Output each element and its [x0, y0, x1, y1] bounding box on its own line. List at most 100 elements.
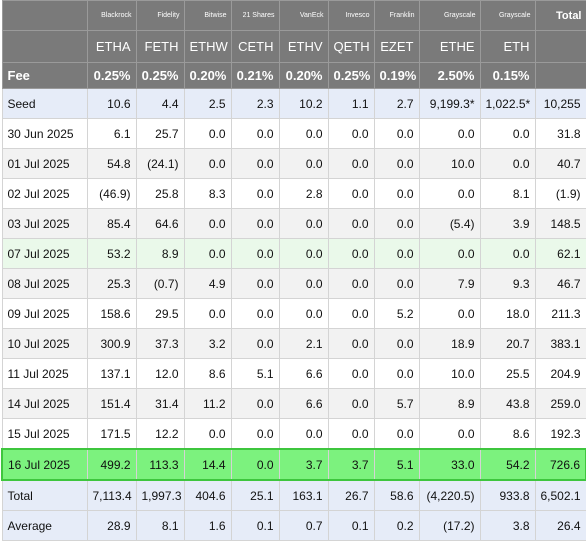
value-cell: 0.0	[373, 418, 420, 450]
value-cell: 0.0	[230, 328, 280, 359]
fee-cell: 0.25%	[86, 62, 137, 89]
value-cell: 18.9	[418, 328, 481, 359]
fee-cell: 0.20%	[278, 62, 329, 89]
value-cell: 148.5	[534, 208, 586, 239]
value-cell: 0.0	[479, 238, 536, 269]
row-label: 30 Jun 2025	[1, 118, 88, 149]
fee-cell: 0.15%	[479, 62, 536, 89]
row-label: 14 Jul 2025	[1, 388, 88, 419]
value-cell: 0.0	[327, 178, 375, 209]
value-cell: 4.9	[183, 268, 232, 299]
value-cell: 0.0	[278, 118, 329, 149]
value-cell: 12.2	[135, 418, 185, 450]
row-label: Total	[1, 479, 88, 511]
table-row: Average 28.9 8.1 1.6 0.1 0.7 0.1 0.2 (17.2) 3.8 26…	[1, 510, 586, 541]
value-cell: 0.0	[327, 388, 375, 419]
value-cell: 0.0	[230, 298, 280, 329]
value-cell: 31.4	[135, 388, 185, 419]
value-cell: 46.7	[534, 268, 586, 299]
fee-cell: 0.25%	[135, 62, 185, 89]
value-cell: 113.3	[135, 448, 185, 481]
value-cell: 0.0	[183, 298, 232, 329]
row-label: Seed	[1, 88, 88, 119]
fee-cell: 0.25%	[327, 62, 375, 89]
table-row: 30 Jun 2025 6.1 25.7 0.0 0.0 0.0 0.0 0.0 0.0 0.0 3…	[1, 118, 586, 149]
value-cell: (1.9)	[534, 178, 586, 209]
value-cell: 1.1	[327, 88, 375, 119]
value-cell: 8.9	[135, 238, 185, 269]
value-cell: 0.0	[327, 418, 375, 450]
value-cell: 54.8	[86, 148, 137, 179]
value-cell: 0.0	[230, 178, 280, 209]
issuer-cell: Franklin	[373, 0, 420, 31]
value-cell: 0.0	[373, 118, 420, 149]
value-cell: (4,220.5)	[418, 479, 481, 511]
fee-label: Fee	[1, 62, 88, 89]
table-row: 15 Jul 2025 171.5 12.2 0.0 0.0 0.0 0.0 0.0 0.0 8.…	[1, 418, 586, 450]
row-label: Average	[1, 510, 88, 541]
value-cell: 0.0	[230, 118, 280, 149]
value-cell: 8.1	[479, 178, 536, 209]
value-cell: 5.1	[230, 358, 280, 389]
value-cell: 933.8	[479, 479, 536, 511]
value-cell: 3.9	[479, 208, 536, 239]
ticker-cell: CETH	[230, 30, 280, 63]
value-cell: 0.0	[230, 448, 280, 481]
value-cell: 54.2	[479, 448, 536, 481]
issuer-cell: Grayscale	[479, 0, 536, 31]
table-row: 11 Jul 2025 137.1 12.0 8.6 5.1 6.6 0.0 0.0 10.0 2…	[1, 358, 586, 389]
ticker-cell: FETH	[135, 30, 185, 63]
row-label: 09 Jul 2025	[1, 298, 88, 329]
value-cell: 0.0	[230, 148, 280, 179]
value-cell: 43.8	[479, 388, 536, 419]
value-cell: 0.0	[373, 358, 420, 389]
value-cell: 2.7	[373, 88, 420, 119]
value-cell: 25.7	[135, 118, 185, 149]
value-cell: 8.3	[183, 178, 232, 209]
issuer-cell: VanEck	[278, 0, 329, 31]
value-cell: 0.0	[327, 238, 375, 269]
value-cell: 0.0	[327, 148, 375, 179]
ticker-cell	[1, 30, 88, 63]
value-cell: 0.0	[373, 148, 420, 179]
value-cell: 0.0	[327, 268, 375, 299]
value-cell: 28.9	[86, 510, 137, 541]
value-cell: 26.4	[534, 510, 586, 541]
table-row: 03 Jul 2025 85.4 64.6 0.0 0.0 0.0 0.0 0.0 (5.4) 3…	[1, 208, 586, 239]
value-cell: 0.0	[479, 148, 536, 179]
value-cell: 404.6	[183, 479, 232, 511]
value-cell: 0.0	[373, 238, 420, 269]
issuer-cell: Total	[534, 0, 586, 31]
value-cell: 0.0	[183, 208, 232, 239]
value-cell: 204.9	[534, 358, 586, 389]
value-cell: 9.3	[479, 268, 536, 299]
row-label: 15 Jul 2025	[1, 418, 88, 450]
value-cell: 259.0	[534, 388, 586, 419]
row-label: 02 Jul 2025	[1, 178, 88, 209]
value-cell: 11.2	[183, 388, 232, 419]
value-cell: 8.1	[135, 510, 185, 541]
table-row: 08 Jul 2025 25.3 (0.7) 4.9 0.0 0.0 0.0 0.0 7.9 9.…	[1, 268, 586, 299]
issuer-header-row: Blackrock Fidelity Bitwise 21 Shares VanEck I…	[1, 0, 586, 31]
value-cell: 6,502.1	[534, 479, 586, 511]
fee-cell: 0.21%	[230, 62, 280, 89]
fee-cell	[534, 62, 586, 89]
value-cell: 33.0	[418, 448, 481, 481]
value-cell: 0.0	[327, 358, 375, 389]
table-row: 10 Jul 2025 300.9 37.3 3.2 0.0 2.1 0.0 0.0 18.9 2…	[1, 328, 586, 359]
value-cell: 10,255	[534, 88, 586, 119]
table-row: 02 Jul 2025 (46.9) 25.8 8.3 0.0 2.8 0.0 0.0 0.0 8…	[1, 178, 586, 209]
value-cell: 0.0	[230, 208, 280, 239]
value-cell: 0.0	[418, 298, 481, 329]
value-cell: 6.1	[86, 118, 137, 149]
value-cell: 3.2	[183, 328, 232, 359]
table-row: 09 Jul 2025 158.6 29.5 0.0 0.0 0.0 0.0 5.2 0.0 18…	[1, 298, 586, 329]
value-cell: 163.1	[278, 479, 329, 511]
value-cell: 37.3	[135, 328, 185, 359]
value-cell: 151.4	[86, 388, 137, 419]
table-row: 01 Jul 2025 54.8 (24.1) 0.0 0.0 0.0 0.0 0.0 10.0…	[1, 148, 586, 179]
value-cell: 0.0	[230, 268, 280, 299]
value-cell: 6.6	[278, 358, 329, 389]
table-row: Seed 10.6 4.4 2.5 2.3 10.2 1.1 2.7 9,199.3* 1,022…	[1, 88, 586, 119]
